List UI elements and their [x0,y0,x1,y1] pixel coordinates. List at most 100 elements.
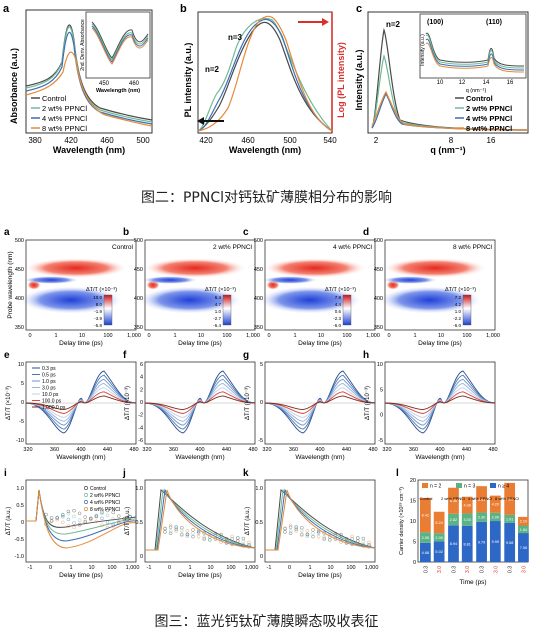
panel-a-xticks: 380 420 460 500 [28,136,150,145]
spectra-ytick: 5 [260,362,263,368]
bar-segment-n2 [504,482,516,515]
kinetics-point [128,518,132,523]
curve-2wt [25,26,153,123]
spectra-xtick: 360 [169,447,178,453]
map-background [385,240,495,330]
kinetics-point [333,531,338,536]
bar-segment-n3 [420,532,431,543]
bar-segment-n4 [518,533,529,562]
kinetics-point [339,533,343,538]
map-absorption-stripe [262,276,318,284]
kinetics-point [44,522,48,526]
bar-group-label: 4 wt% PPNCl [468,496,492,501]
kinetics-panel-k: k 1.0 0.5 0 -1 0 1 10 100 1,000 Delay time (ps) ΔT/… [243,468,378,579]
scale-bar [103,294,113,326]
bar-ytick: 15 [410,499,416,505]
legend-entry: 0.5 ps [42,373,56,379]
map-bleach-band [24,258,128,278]
spectrum-curve [144,387,256,418]
bar-value-label: 9.79 [478,540,485,544]
kinetics-xtick: 1,000 [365,565,379,571]
kinetics-point [241,539,246,543]
map-xtick: 1 [413,333,416,339]
kinetics-point [77,523,82,527]
kinetics-point [322,536,326,541]
map-xtick: 1 [293,333,296,339]
legend-marker [84,500,88,504]
bar-value-label: 2.30 [478,516,485,520]
legend-2wt: 2 wt% PPNCl [42,104,87,113]
curve-8wt [25,51,153,127]
scale-title: ΔT/T (×10⁻³) [205,287,236,293]
map-xtick: 0 [387,333,390,339]
spectra-ytick: -2 [138,413,143,419]
panel-b-xlabel: Wavelength (nm) [229,145,301,155]
kinetics-point [100,523,104,527]
spectra-ytick: 0 [21,400,24,406]
spectra-ytick: 6 [140,362,143,368]
kinetics-point [83,515,87,519]
panel-c-inset-ylabel: Intensity (a.u.) [420,34,426,66]
tas-map-d: d 8 wt% PPNCl ΔT/T (×10⁻³) 7.2 4.2 1.0 -2.2 -6.… [363,227,500,347]
map-xtick: 1,000 [127,333,141,339]
map-ytick: 450 [254,267,263,273]
map-ytick: 350 [254,325,263,331]
scale-tick: 4.4 [335,302,342,307]
spectra-xlabel: Wavelength (nm) [56,454,105,461]
panel-c-label: c [356,3,362,15]
scale-bar [342,294,352,326]
spectrum-curve [384,391,496,414]
panel-label: e [4,350,10,361]
kinetics-point [283,527,287,531]
figure-3-caption: 图三：蓝光钙钛矿薄膜瞬态吸收表征 [154,614,379,630]
bar-segment-n4 [448,525,459,562]
legend-marker [84,493,88,497]
panel-c-legend: Control 2 wt% PPNCl 4 wt% PPNCl 8 wt% PP… [455,94,512,133]
kinetics-point [305,529,310,533]
svg-text:4 wt% PPNCl: 4 wt% PPNCl [466,114,512,123]
map-ytick: 500 [254,238,263,244]
map-frame [264,239,376,331]
legend-marker [84,507,88,511]
kinetics-point [168,529,173,533]
kinetics-point [208,538,212,542]
map-ytick: 400 [374,296,383,302]
bar-xtick: 0.3 [480,566,486,573]
kinetics-xtick: 0 [49,565,52,571]
annotation-n3: n=3 [228,33,243,42]
kinetics-point [128,514,132,519]
bar-legend-entry: n = 3 [464,484,475,490]
kinetics-point [94,519,99,524]
svg-text:Control: Control [466,94,493,103]
panel-label: d [363,227,369,238]
kinetics-point [202,531,206,535]
spectra-ylabel: ΔT/T (×10⁻³) [6,386,12,420]
spectra-panel-h: h 10 5 0 -5 320 360 400 440 480 Wavelength (nm) ΔT/… [363,350,498,461]
svg-text:500: 500 [136,136,150,145]
kinetics-point [122,517,127,522]
kinetics-panel-i: i 1.0 0.5 0 -0.5 -1.0 -1 0 1 10 100 1,000 Delay time… [4,468,139,579]
map-xtick: 10 [198,333,204,339]
kinetics-point [185,529,190,533]
map-bleach-band [383,258,487,278]
bar-ylabel: Carrier density (×10¹⁸ cm⁻³) [398,487,405,555]
map-absorption-stripe [142,276,198,284]
tas-map-a: a Control ΔT/T (×10⁻³) 10.0 8.0 -1.9 -3.9 -5.8 5… [4,227,141,347]
kinetics-point [236,536,240,540]
kinetics-xtick: 1 [188,565,191,571]
map-xtick: 0 [267,333,270,339]
panel-label: b [123,227,129,238]
map-title: 4 wt% PPNCl [333,244,373,251]
spectra-xtick: 400 [435,447,444,453]
kinetics-point [213,531,218,536]
kinetics-xtick: 100 [107,565,116,571]
kinetics-xlabel: Delay time (ps) [178,572,222,579]
spectra-xtick: 400 [195,447,204,453]
kinetics-point [328,531,332,536]
svg-text:14: 14 [483,80,490,86]
panel-label: l [396,468,399,479]
kinetics-point [230,534,234,539]
kinetics-point [180,525,184,530]
bar-xtick: 0.3 [423,566,429,573]
panel-a-inset-xtick-0: 450 [99,81,110,87]
